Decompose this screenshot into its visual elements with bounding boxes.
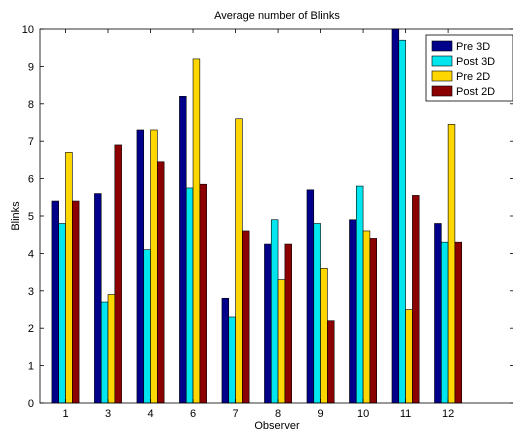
bar bbox=[441, 241, 449, 404]
bar bbox=[362, 230, 371, 404]
bar bbox=[150, 129, 158, 404]
y-tick-label: 6 bbox=[28, 174, 34, 186]
bar bbox=[454, 241, 463, 404]
bar bbox=[136, 129, 145, 404]
bar bbox=[270, 219, 279, 404]
bar bbox=[320, 268, 328, 404]
bar bbox=[51, 200, 60, 404]
y-tick-label: 0 bbox=[28, 398, 34, 410]
bar bbox=[199, 183, 207, 404]
bar bbox=[284, 243, 292, 404]
bar bbox=[100, 301, 109, 404]
bar bbox=[447, 124, 456, 404]
bar bbox=[114, 144, 122, 404]
bar bbox=[58, 223, 66, 404]
legend-swatch bbox=[431, 40, 453, 52]
y-tick-label: 10 bbox=[22, 24, 34, 36]
x-tick-label: 3 bbox=[105, 408, 111, 420]
x-tick-label: 10 bbox=[357, 408, 369, 420]
bar bbox=[398, 39, 406, 404]
bar bbox=[72, 200, 80, 404]
legend-label: Post 2D bbox=[456, 86, 495, 98]
bar bbox=[277, 279, 286, 404]
bar bbox=[185, 187, 194, 404]
x-tick-label: 12 bbox=[442, 408, 454, 420]
y-tick-label: 2 bbox=[28, 323, 34, 335]
bar bbox=[327, 320, 335, 404]
bar bbox=[235, 118, 243, 404]
bar bbox=[143, 249, 151, 404]
x-tick-label: 6 bbox=[190, 408, 196, 420]
legend-swatch bbox=[431, 55, 453, 67]
bar bbox=[369, 238, 377, 404]
y-tick-label: 5 bbox=[28, 211, 34, 223]
bar bbox=[355, 185, 364, 404]
y-tick-label: 9 bbox=[28, 61, 34, 73]
bar bbox=[405, 309, 413, 404]
legend: Pre 3D Post 3D Pre 2D Post 2D bbox=[425, 34, 513, 102]
y-tick-label: 1 bbox=[28, 361, 34, 373]
bar bbox=[157, 161, 165, 404]
bar bbox=[242, 230, 250, 404]
legend-swatch bbox=[431, 70, 453, 82]
bar bbox=[306, 189, 315, 404]
x-tick-label: 1 bbox=[62, 408, 68, 420]
labels-layer: Average number of Blinks Observer Blinks bbox=[10, 10, 340, 432]
bar bbox=[349, 219, 357, 404]
bar bbox=[412, 195, 420, 404]
y-tick-label: 4 bbox=[28, 248, 34, 260]
bar bbox=[65, 152, 73, 404]
legend-swatch bbox=[431, 85, 453, 97]
bar bbox=[107, 294, 116, 404]
x-tick-label: 8 bbox=[275, 408, 281, 420]
bar bbox=[221, 297, 230, 404]
bar bbox=[264, 243, 272, 404]
bar bbox=[228, 316, 236, 404]
x-tick-label: 11 bbox=[400, 408, 411, 420]
bar bbox=[94, 193, 102, 404]
bar bbox=[434, 223, 442, 404]
legend-label: Pre 3D bbox=[456, 41, 490, 53]
y-tick-label: 7 bbox=[28, 136, 34, 148]
x-tick-label: 4 bbox=[147, 408, 153, 420]
x-tick-label: 7 bbox=[232, 408, 238, 420]
bar bbox=[179, 96, 187, 404]
x-axis-label: Observer bbox=[254, 420, 300, 432]
x-tick-label: 9 bbox=[318, 408, 324, 420]
y-axis-label: Blinks bbox=[10, 201, 22, 231]
y-tick-label: 8 bbox=[28, 99, 34, 111]
bar bbox=[391, 28, 400, 404]
y-tick-label: 3 bbox=[28, 286, 34, 298]
chart-title: Average number of Blinks bbox=[214, 10, 340, 22]
legend-label: Post 3D bbox=[456, 56, 495, 68]
legend-label: Pre 2D bbox=[456, 71, 490, 83]
bar bbox=[192, 58, 201, 404]
bar bbox=[313, 223, 321, 404]
